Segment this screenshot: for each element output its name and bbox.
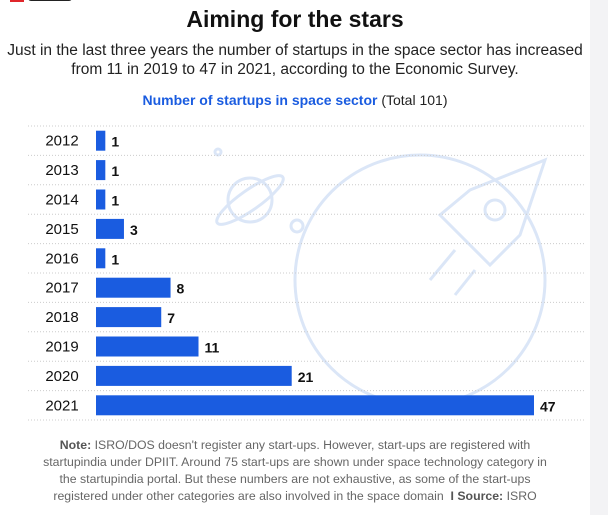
category-label: 2016 — [45, 250, 78, 267]
bar — [96, 130, 106, 151]
category-label: 2018 — [45, 309, 78, 326]
logo-text-cropped — [28, 0, 72, 1]
data-label: 1 — [111, 251, 119, 267]
bar — [96, 189, 106, 210]
chart-headline: Aiming for the stars — [186, 6, 404, 32]
category-label: 2017 — [45, 280, 78, 297]
bar — [96, 307, 162, 328]
chart-title-total: (Total 101) — [381, 92, 448, 108]
category-label: 2014 — [45, 192, 78, 209]
bar-chart: 2012 1 2013 1 2014 1 2015 3 2016 1 2017 8 2018 7 2019 1… — [28, 125, 585, 421]
footnote: Note: ISRO/DOS doesn't register any star… — [40, 437, 550, 505]
data-label: 1 — [111, 163, 119, 179]
scroll-gutter — [590, 0, 608, 515]
source-label: Source: — [457, 489, 504, 503]
bar — [96, 218, 124, 239]
bar — [96, 160, 106, 181]
category-label: 2020 — [45, 368, 78, 385]
category-label: 2015 — [45, 221, 78, 238]
data-label: 1 — [111, 134, 119, 150]
chart-subtitle: Just in the last three years the number … — [7, 42, 583, 78]
source-text: ISRO — [506, 489, 537, 503]
orbit-circle — [293, 153, 547, 407]
note-text: ISRO/DOS doesn't register any start-ups.… — [43, 438, 547, 503]
planet-icon — [226, 176, 274, 224]
data-label: 47 — [540, 398, 556, 414]
planet-ring-icon — [215, 174, 285, 226]
category-label: 2021 — [45, 397, 78, 414]
data-label: 7 — [167, 310, 175, 326]
rocket-icon — [437, 157, 548, 268]
bar — [96, 277, 171, 298]
logo-mark — [10, 0, 24, 2]
bar — [96, 365, 292, 386]
data-label: 1 — [111, 193, 119, 209]
category-label: 2013 — [45, 162, 78, 179]
bar — [96, 395, 534, 416]
data-label: 21 — [298, 369, 314, 385]
category-label: 2019 — [45, 339, 78, 356]
data-label: 11 — [205, 340, 220, 356]
data-label: 8 — [177, 281, 185, 297]
data-label: 3 — [130, 222, 138, 238]
bar — [96, 336, 199, 357]
source-separator: I — [450, 489, 454, 503]
category-label: 2012 — [45, 133, 78, 150]
bar — [96, 248, 106, 269]
note-label: Note: — [59, 438, 92, 452]
chart-title-main: Number of startups in space sector — [142, 92, 378, 108]
chart-title: Number of startups in space sector (Tota… — [0, 92, 590, 108]
